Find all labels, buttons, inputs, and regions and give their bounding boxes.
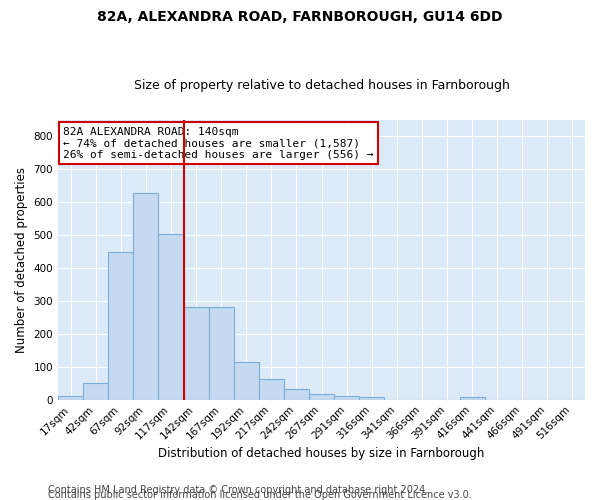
X-axis label: Distribution of detached houses by size in Farnborough: Distribution of detached houses by size … [158,447,485,460]
Bar [284,389,309,400]
Bar [460,398,485,400]
Bar [184,308,209,400]
Bar [359,397,384,400]
Text: 82A ALEXANDRA ROAD: 140sqm
← 74% of detached houses are smaller (1,587)
26% of s: 82A ALEXANDRA ROAD: 140sqm ← 74% of deta… [64,126,374,160]
Bar [158,234,184,400]
Title: Size of property relative to detached houses in Farnborough: Size of property relative to detached ho… [134,79,509,92]
Bar [108,252,133,400]
Text: Contains public sector information licensed under the Open Government Licence v3: Contains public sector information licen… [48,490,472,500]
Bar [309,394,334,400]
Bar [209,308,233,400]
Text: 82A, ALEXANDRA ROAD, FARNBOROUGH, GU14 6DD: 82A, ALEXANDRA ROAD, FARNBOROUGH, GU14 6… [97,10,503,24]
Text: Contains HM Land Registry data © Crown copyright and database right 2024.: Contains HM Land Registry data © Crown c… [48,485,428,495]
Bar [58,396,83,400]
Bar [259,379,284,400]
Bar [83,382,108,400]
Y-axis label: Number of detached properties: Number of detached properties [15,166,28,352]
Bar [133,193,158,400]
Bar [334,396,359,400]
Bar [233,362,259,400]
